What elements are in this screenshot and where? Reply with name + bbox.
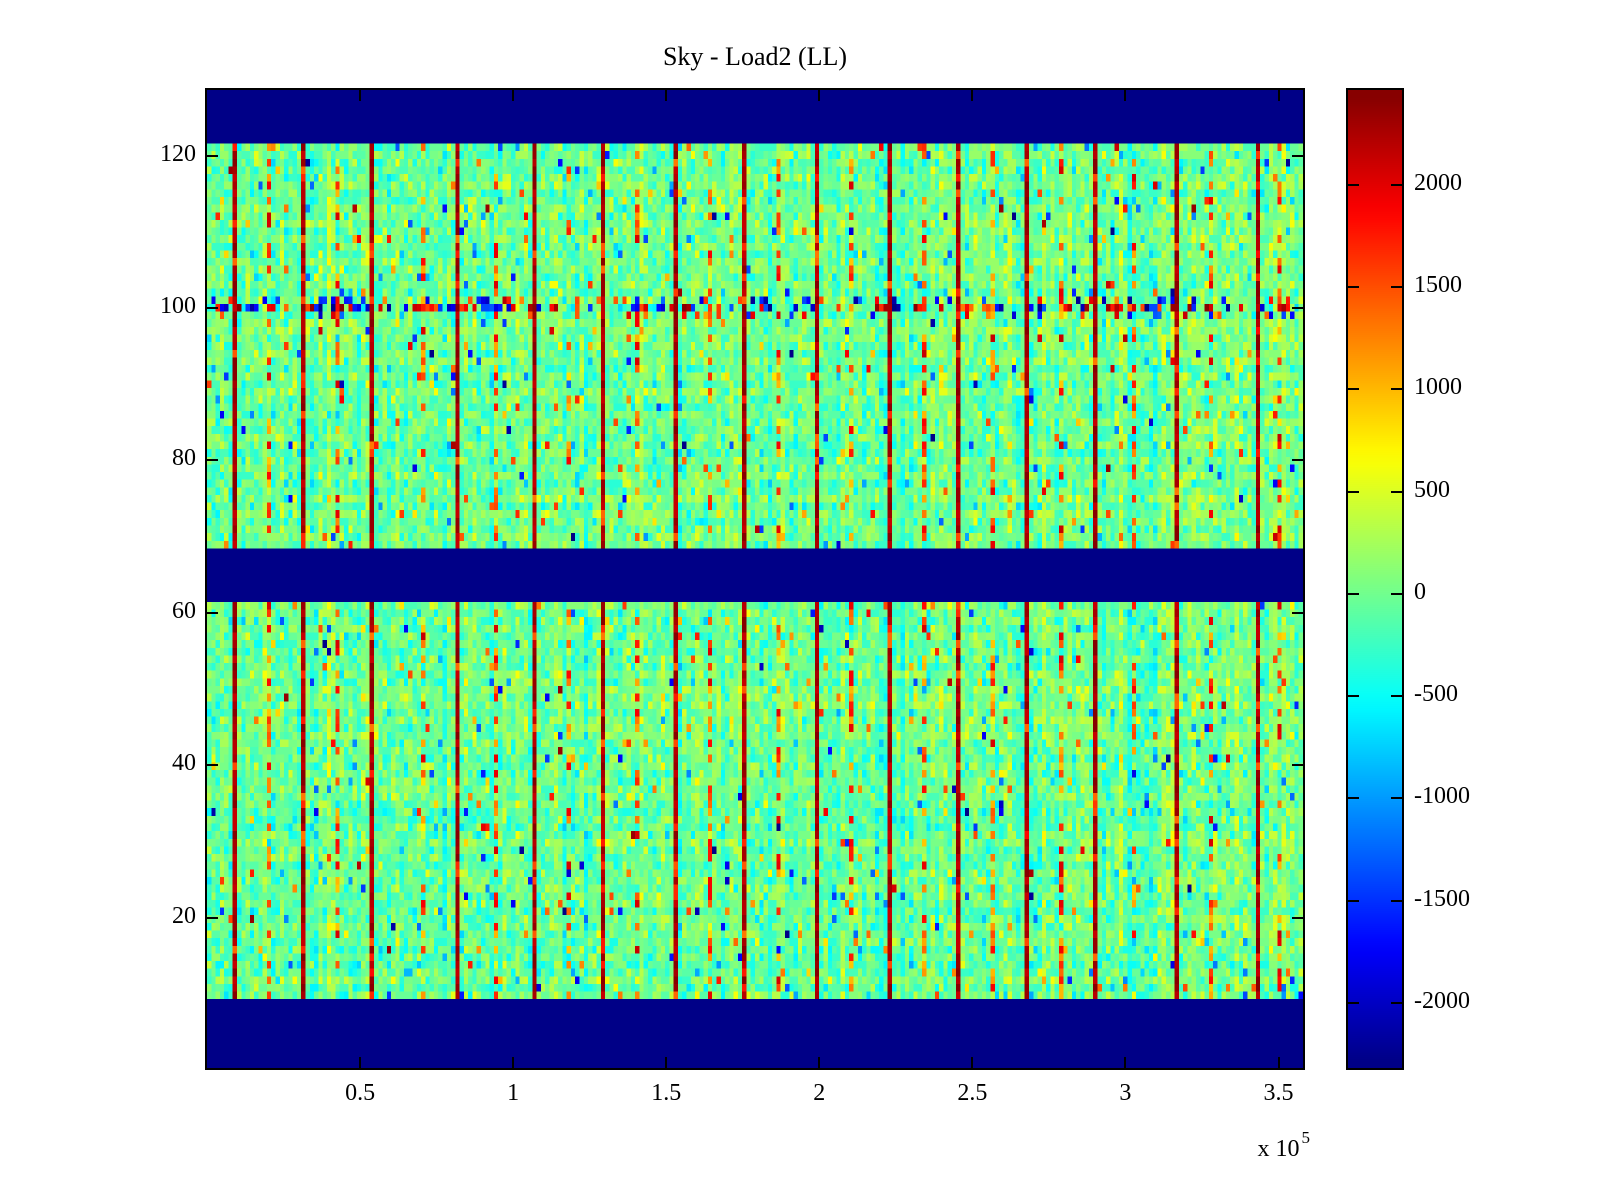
y-tick-mark	[1292, 612, 1303, 614]
colorbar-tick-mark	[1348, 388, 1359, 390]
chart-title: Sky - Load2 (LL)	[662, 42, 848, 71]
x-tick-label: 2	[813, 1080, 826, 1106]
colorbar-tick-mark	[1391, 388, 1402, 390]
plot-area	[205, 88, 1305, 1070]
colorbar-tick-mark	[1348, 797, 1359, 799]
y-tick-label: 20	[172, 902, 196, 929]
x-tick-label: 0.5	[345, 1080, 376, 1106]
y-tick-mark	[1292, 764, 1303, 766]
x-tick-mark	[818, 1057, 820, 1068]
x-tick-mark	[1124, 90, 1126, 101]
colorbar-tick-mark	[1391, 797, 1402, 799]
y-tick-mark	[207, 307, 218, 309]
x-tick-mark	[512, 1057, 514, 1068]
y-tick-mark	[207, 917, 218, 919]
y-tick-label: 60	[172, 597, 196, 624]
x-tick-mark	[665, 1057, 667, 1068]
colorbar-tick-mark	[1391, 900, 1402, 902]
colorbar-tick-mark	[1391, 593, 1402, 595]
colorbar-tick-label: -500	[1414, 681, 1458, 708]
colorbar-tick-mark	[1391, 286, 1402, 288]
x-tick-mark	[359, 90, 361, 101]
colorbar	[1346, 88, 1404, 1070]
colorbar-tick-mark	[1348, 695, 1359, 697]
y-tick-label: 100	[160, 293, 196, 319]
x-tick-mark	[512, 90, 514, 101]
y-tick-mark	[207, 612, 218, 614]
x-tick-mark	[359, 1057, 361, 1068]
heatmap-image	[207, 90, 1303, 1068]
x-tick-mark	[1278, 90, 1280, 101]
colorbar-tick-label: 2000	[1414, 170, 1462, 197]
x-tick-label: 3.5	[1263, 1080, 1294, 1106]
y-tick-label: 40	[172, 750, 196, 777]
x-tick-label: 1	[507, 1080, 520, 1106]
y-tick-label: 120	[160, 140, 196, 167]
x-tick-mark	[971, 90, 973, 101]
colorbar-tick-mark	[1348, 286, 1359, 288]
y-tick-mark	[207, 459, 218, 461]
colorbar-tick-label: 500	[1414, 476, 1450, 503]
colorbar-image	[1348, 90, 1402, 1068]
colorbar-tick-label: 0	[1414, 578, 1426, 605]
x-tick-label: 2.5	[957, 1080, 988, 1106]
y-tick-mark	[1292, 459, 1303, 461]
colorbar-tick-mark	[1348, 1002, 1359, 1004]
x-tick-mark	[818, 90, 820, 101]
y-tick-mark	[1292, 917, 1303, 919]
scale-mantissa: x 10	[1257, 1136, 1300, 1162]
colorbar-tick-mark	[1391, 184, 1402, 186]
y-tick-mark	[207, 155, 218, 157]
colorbar-tick-mark	[1391, 1002, 1402, 1004]
scale-exponent: 5	[1301, 1128, 1311, 1147]
colorbar-tick-label: -1500	[1414, 885, 1470, 912]
y-tick-mark	[207, 764, 218, 766]
x-tick-mark	[1278, 1057, 1280, 1068]
colorbar-tick-mark	[1348, 593, 1359, 595]
colorbar-tick-mark	[1391, 695, 1402, 697]
colorbar-tick-mark	[1391, 491, 1402, 493]
colorbar-tick-mark	[1348, 184, 1359, 186]
y-tick-label: 80	[172, 445, 196, 472]
colorbar-tick-label: 1500	[1414, 272, 1462, 299]
colorbar-tick-label: -2000	[1414, 987, 1470, 1014]
colorbar-tick-label: 1000	[1414, 374, 1462, 401]
x-tick-mark	[971, 1057, 973, 1068]
x-tick-mark	[1124, 1057, 1126, 1068]
colorbar-tick-mark	[1348, 491, 1359, 493]
y-tick-mark	[1292, 307, 1303, 309]
colorbar-tick-mark	[1348, 900, 1359, 902]
x-axis-scale-label: x 10 5	[1230, 1128, 1311, 1163]
x-tick-label: 3	[1119, 1080, 1132, 1106]
x-tick-label: 1.5	[651, 1080, 682, 1106]
x-tick-mark	[665, 90, 667, 101]
y-tick-mark	[1292, 155, 1303, 157]
colorbar-tick-label: -1000	[1414, 783, 1470, 810]
